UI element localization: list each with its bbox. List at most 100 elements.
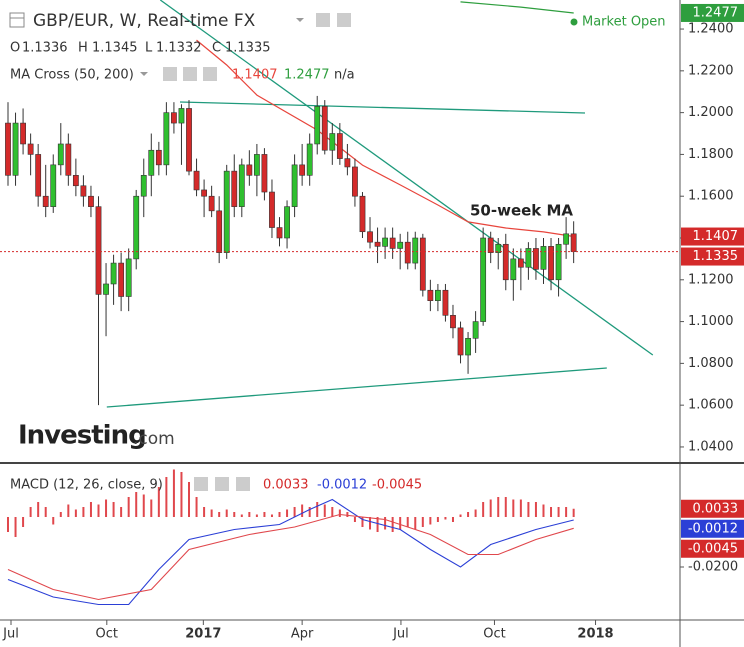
ohlc-value: 1.1332 xyxy=(156,41,202,56)
histogram-bar xyxy=(534,502,537,517)
histogram-bar xyxy=(497,497,500,517)
histogram-bar xyxy=(157,487,160,517)
candle-body xyxy=(352,166,358,197)
settings-icon[interactable] xyxy=(215,477,229,491)
price-box-label: 1.1335 xyxy=(693,249,739,264)
annotation: 50-week MA xyxy=(470,202,573,220)
eye-icon[interactable] xyxy=(163,67,177,81)
trendline xyxy=(179,101,586,114)
histogram-bar xyxy=(557,507,560,517)
histogram-bar xyxy=(112,502,115,517)
candle-body xyxy=(57,143,64,166)
candle-body xyxy=(329,133,336,151)
histogram-bar xyxy=(572,508,575,517)
histogram-bar xyxy=(180,472,183,517)
candle-body xyxy=(412,237,419,264)
histogram-bar xyxy=(527,502,530,517)
candle-body xyxy=(570,233,577,252)
histogram-bar xyxy=(97,504,100,517)
moving-average xyxy=(460,1,574,14)
histogram-bar xyxy=(436,517,439,522)
y-tick-label: 1.0800 xyxy=(688,356,734,371)
histogram-bar xyxy=(22,517,25,527)
candle-body xyxy=(103,283,109,295)
candle-body xyxy=(238,164,245,207)
candle-body xyxy=(125,258,132,297)
histogram-bar xyxy=(338,509,341,517)
candle-body xyxy=(246,164,253,176)
histogram-bar xyxy=(565,507,568,517)
close-icon[interactable] xyxy=(236,477,250,491)
eye-icon[interactable] xyxy=(194,477,208,491)
candle-body xyxy=(193,170,200,191)
candle-body xyxy=(201,189,207,197)
price-box xyxy=(681,539,744,558)
histogram-bar xyxy=(6,517,9,532)
macd-hist-value: 0.0033 xyxy=(263,478,309,493)
histogram-bar xyxy=(384,517,387,530)
candle-body xyxy=(336,133,343,159)
histogram-bar xyxy=(482,502,485,517)
candle-body xyxy=(216,210,223,253)
histogram-bar xyxy=(127,497,130,517)
x-tick-label: 2018 xyxy=(577,627,613,642)
y-tick-label: 1.1000 xyxy=(688,314,734,329)
macd-title: MACD (12, 26, close, 9) xyxy=(10,478,163,493)
candle-body xyxy=(50,164,57,207)
candle-body xyxy=(110,262,117,285)
candle-body xyxy=(404,241,411,264)
histogram-bar xyxy=(301,504,304,517)
indicator-label: MA Cross (50, 200) xyxy=(10,68,134,83)
settings-icon[interactable] xyxy=(337,13,351,27)
x-tick-label: Jul xyxy=(2,627,19,642)
dropdown-arrow[interactable] xyxy=(140,72,148,76)
symbol-icon[interactable] xyxy=(9,12,25,28)
candle-body xyxy=(35,154,42,197)
candle-body xyxy=(510,258,517,281)
histogram-bar xyxy=(240,514,243,517)
candle-body xyxy=(495,243,502,253)
histogram-bar xyxy=(74,509,77,517)
candle-body xyxy=(389,237,396,249)
candle-body xyxy=(231,170,238,207)
ohlc-label: O xyxy=(10,41,20,56)
histogram-bar xyxy=(489,499,492,517)
histogram-bar xyxy=(82,507,85,517)
eye-icon[interactable] xyxy=(316,13,330,27)
histogram-bar xyxy=(278,512,281,517)
histogram-bar xyxy=(323,504,326,517)
x-tick-label: Oct xyxy=(483,627,505,642)
histogram-bar xyxy=(248,512,251,517)
candle-body xyxy=(344,158,351,168)
moving-average xyxy=(196,39,574,238)
status-dot xyxy=(570,18,578,26)
price-box-label: 1.1407 xyxy=(693,229,739,244)
histogram-bar xyxy=(391,517,394,532)
x-tick-label: Oct xyxy=(96,627,118,642)
histogram-bar xyxy=(542,504,545,517)
settings-icon[interactable] xyxy=(183,67,197,81)
candle-body xyxy=(118,262,125,297)
y-tick-label: 1.2000 xyxy=(688,105,734,120)
histogram-bar xyxy=(89,502,92,517)
y-tick-label: 1.2400 xyxy=(688,22,734,37)
watermark-brand: Investing xyxy=(18,421,146,451)
price-box xyxy=(681,227,744,246)
candle-body xyxy=(171,112,177,124)
candle-body xyxy=(502,243,509,281)
histogram-bar xyxy=(406,517,409,527)
candle-body xyxy=(533,248,539,270)
candle-body xyxy=(88,195,94,207)
histogram-bar xyxy=(59,512,62,517)
histogram-bar xyxy=(120,507,123,517)
candle-body xyxy=(457,327,464,356)
candle-body xyxy=(359,195,366,233)
candle-body xyxy=(450,315,456,329)
histogram-bar xyxy=(550,507,553,517)
dropdown-arrow[interactable] xyxy=(296,18,304,22)
candle-body xyxy=(155,149,162,166)
histogram-bar xyxy=(353,517,356,522)
ma-fast-value: 1.1407 xyxy=(232,68,278,83)
close-icon[interactable] xyxy=(203,67,217,81)
